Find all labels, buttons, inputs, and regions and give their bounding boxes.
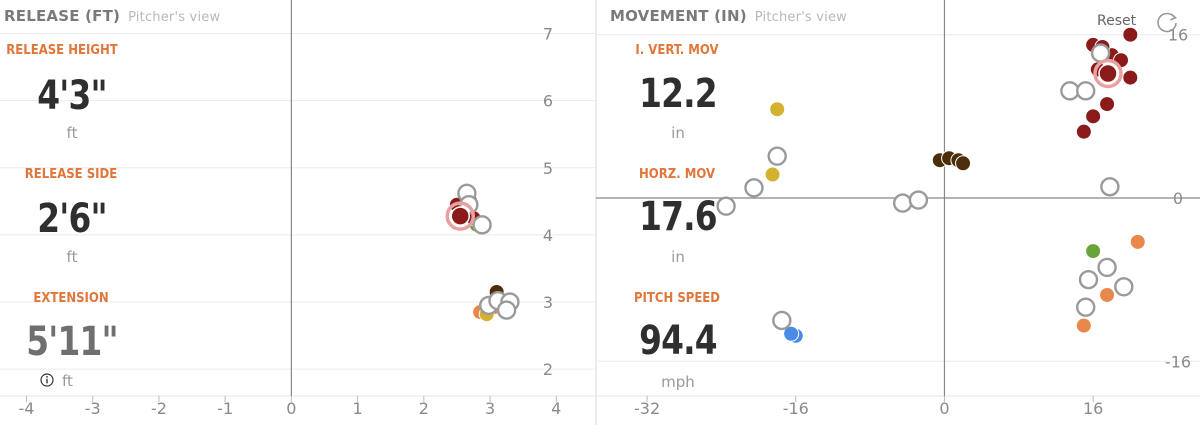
movement-point-fastball	[1122, 26, 1139, 43]
pitch-speed-value: 94.4	[639, 318, 717, 364]
movement-panel-title: MOVEMENT (IN) Pitcher's view	[610, 7, 847, 25]
movement-point-sinker	[1099, 286, 1116, 303]
release-height-label: RELEASE HEIGHT	[6, 43, 118, 58]
release-y-tick-label: 4	[543, 226, 553, 245]
release-y-tick-label: 5	[543, 159, 553, 178]
release-x-tick-label: -2	[151, 399, 167, 418]
movement-point-hollow	[1114, 277, 1134, 297]
movement-y-tick-label: 16	[1168, 26, 1188, 45]
movement-chart: 16 0 -16 -32 -16 0 16	[596, 0, 1200, 418]
movement-point-fastball	[1099, 96, 1116, 113]
release-x-tick-label: 1	[353, 399, 363, 418]
pitch-speed-label: PITCH SPEED	[633, 291, 721, 306]
movement-point-hollow	[716, 196, 736, 216]
release-x-tick-label: 3	[485, 399, 495, 418]
release-point-selected	[450, 206, 470, 226]
horz-mov-unit: in	[671, 248, 685, 266]
movement-point-fastball	[1113, 52, 1130, 69]
horz-mov-label: HORZ. MOV	[638, 167, 715, 182]
release-x-tick-label: 0	[286, 399, 296, 418]
movement-point-selected	[1098, 63, 1118, 84]
movement-subtitle: Pitcher's view	[754, 10, 847, 25]
movement-point-hollow	[1076, 297, 1096, 317]
extension-label: EXTENSION	[33, 291, 109, 306]
movement-x-tick-label: 0	[939, 399, 949, 418]
movement-point-hollow	[892, 193, 913, 213]
movement-point-sinker	[1129, 233, 1146, 250]
release-title: RELEASE (FT)	[4, 7, 121, 25]
extension-unit: ft	[62, 372, 73, 390]
release-side-unit: ft	[66, 248, 78, 266]
pitch-speed-unit: mph	[661, 373, 695, 391]
movement-point-fastball	[1075, 123, 1092, 140]
movement-point-sinker	[1075, 317, 1092, 334]
info-icon[interactable]	[40, 373, 54, 387]
movement-point-hollow	[1078, 269, 1099, 290]
release-panel-title: RELEASE (FT) Pitcher's view	[4, 7, 220, 25]
movement-point-slider	[764, 166, 781, 183]
movement-point-hollow	[1100, 177, 1120, 197]
movement-x-tick-label: 16	[1083, 399, 1103, 418]
release-x-tick-label: 4	[551, 399, 561, 418]
release-point-hollow	[496, 300, 517, 320]
release-y-tick-label: 2	[543, 360, 553, 379]
release-side-value: 2'6"	[37, 196, 107, 242]
vert-mov-label: I. VERT. MOV	[635, 43, 719, 58]
movement-title: MOVEMENT (IN)	[610, 7, 747, 25]
release-y-tick-label: 6	[543, 92, 553, 111]
movement-y-tick-label: -16	[1165, 352, 1191, 371]
release-x-tick-label: 2	[419, 399, 429, 418]
movement-point-changeup	[1085, 243, 1102, 260]
movement-point-hollow	[772, 310, 792, 331]
release-height-unit: ft	[66, 124, 78, 142]
extension-value: 5'11"	[26, 319, 118, 365]
movement-point-fastball	[1122, 69, 1139, 86]
movement-point-curve	[783, 325, 800, 342]
movement-point-hollow	[1060, 81, 1080, 101]
movement-point-hollow	[1097, 257, 1117, 278]
movement-point-slider	[769, 101, 786, 118]
release-x-tick-label: -1	[217, 399, 233, 418]
release-subtitle: Pitcher's view	[128, 10, 221, 25]
movement-point-fastball	[1085, 108, 1102, 125]
vert-mov-value: 12.2	[639, 71, 717, 117]
refresh-icon[interactable]	[1154, 9, 1180, 35]
movement-x-tick-label: -32	[634, 399, 660, 418]
movement-point-hollow	[908, 190, 929, 210]
horz-mov-value: 17.6	[639, 194, 717, 240]
movement-point-hollow	[744, 178, 764, 198]
release-chart: 2 3 4 5 6 7 -4 -3 -2 -1 0 1 2 3 4	[0, 0, 596, 418]
release-y-tick-label: 3	[543, 293, 553, 312]
movement-y-tick-label: 0	[1173, 189, 1183, 208]
release-x-tick-label: -3	[85, 399, 101, 418]
release-point-hollow	[472, 215, 492, 235]
release-height-value: 4'3"	[37, 73, 107, 119]
movement-x-tick-label: -16	[783, 399, 809, 418]
release-selected-ring	[445, 201, 475, 231]
reset-button[interactable]: Reset	[1097, 13, 1137, 29]
release-x-tick-label: -4	[19, 399, 35, 418]
movement-point-hollow	[767, 146, 787, 166]
movement-point-hollow	[1076, 81, 1096, 101]
release-side-label: RELEASE SIDE	[24, 167, 118, 182]
movement-point-cutter	[955, 155, 972, 172]
vert-mov-unit: in	[671, 124, 685, 142]
release-y-tick-label: 7	[543, 25, 553, 44]
movement-selected-ring	[1093, 58, 1123, 89]
